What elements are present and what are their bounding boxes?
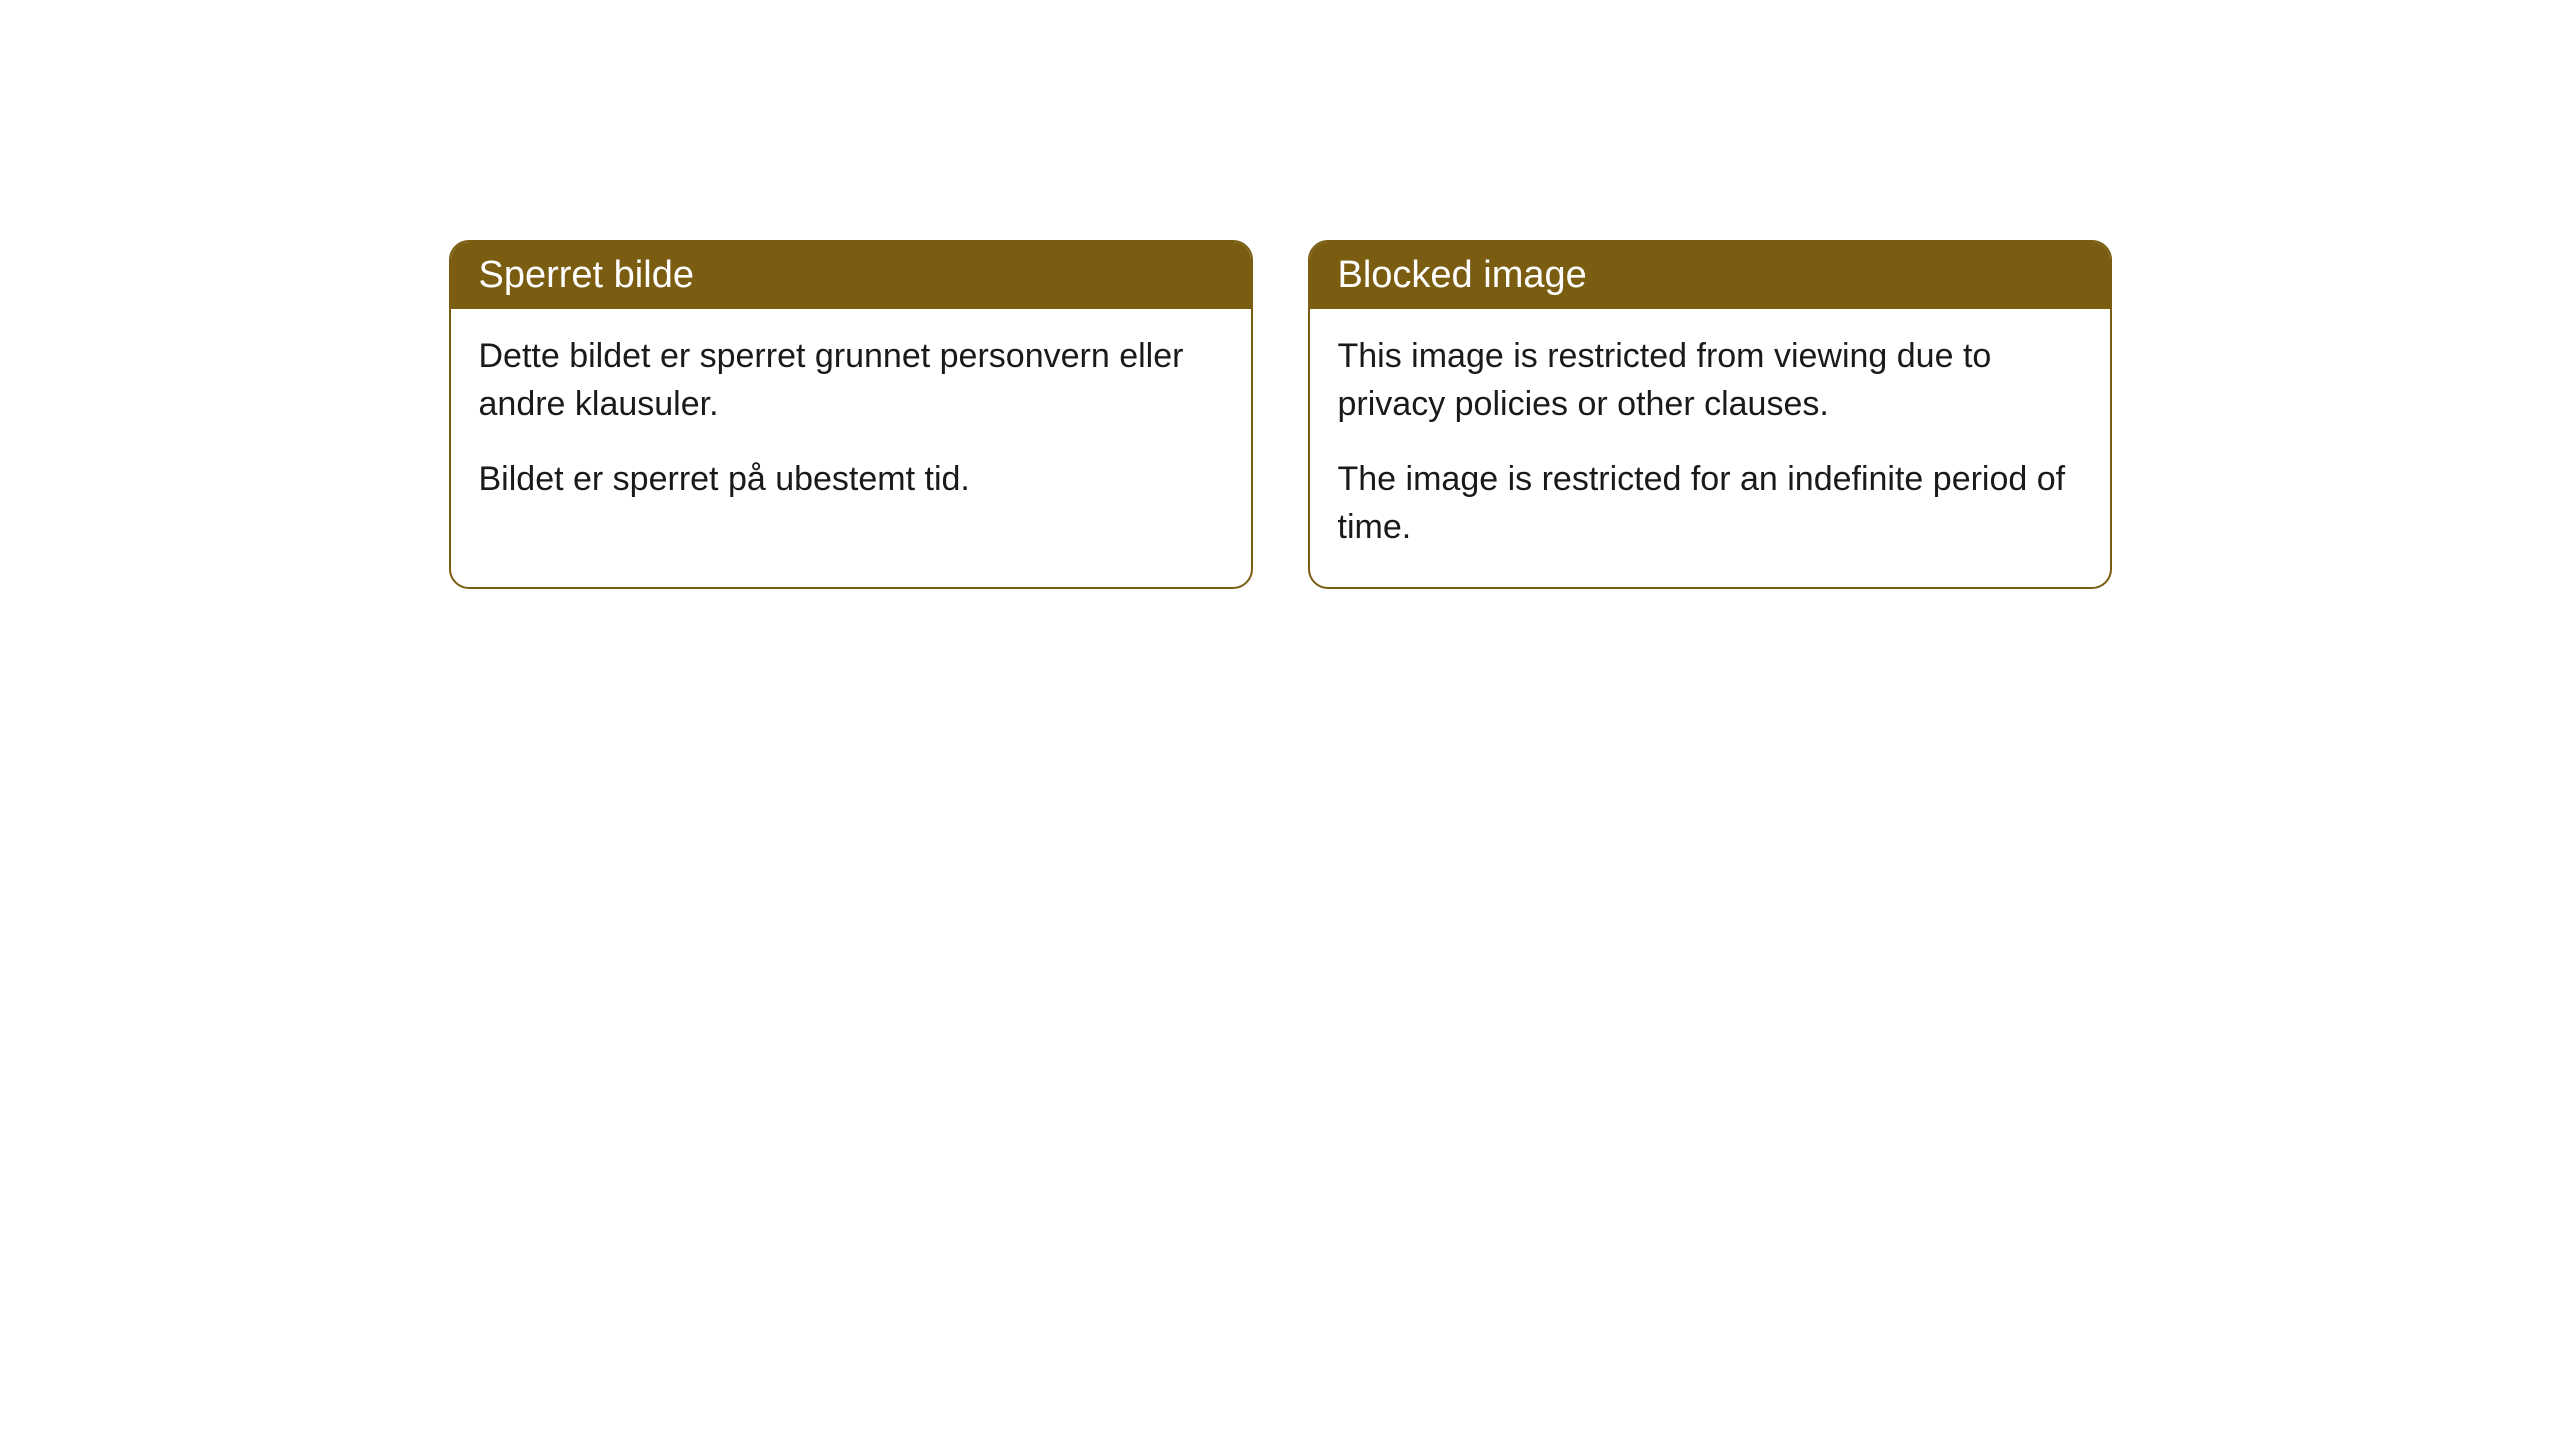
card-body: Dette bildet er sperret grunnet personve… xyxy=(451,309,1251,540)
card-paragraph: Dette bildet er sperret grunnet personve… xyxy=(479,333,1223,428)
card-paragraph: This image is restricted from viewing du… xyxy=(1338,333,2082,428)
notice-card-english: Blocked image This image is restricted f… xyxy=(1308,240,2112,589)
card-title: Sperret bilde xyxy=(479,254,694,296)
notice-card-norwegian: Sperret bilde Dette bildet er sperret gr… xyxy=(449,240,1253,589)
card-header: Blocked image xyxy=(1310,242,2110,309)
card-header: Sperret bilde xyxy=(451,242,1251,309)
card-title: Blocked image xyxy=(1338,254,1587,296)
card-body: This image is restricted from viewing du… xyxy=(1310,309,2110,587)
notice-cards-container: Sperret bilde Dette bildet er sperret gr… xyxy=(0,240,2560,589)
card-paragraph: Bildet er sperret på ubestemt tid. xyxy=(479,456,1223,504)
card-paragraph: The image is restricted for an indefinit… xyxy=(1338,456,2082,551)
